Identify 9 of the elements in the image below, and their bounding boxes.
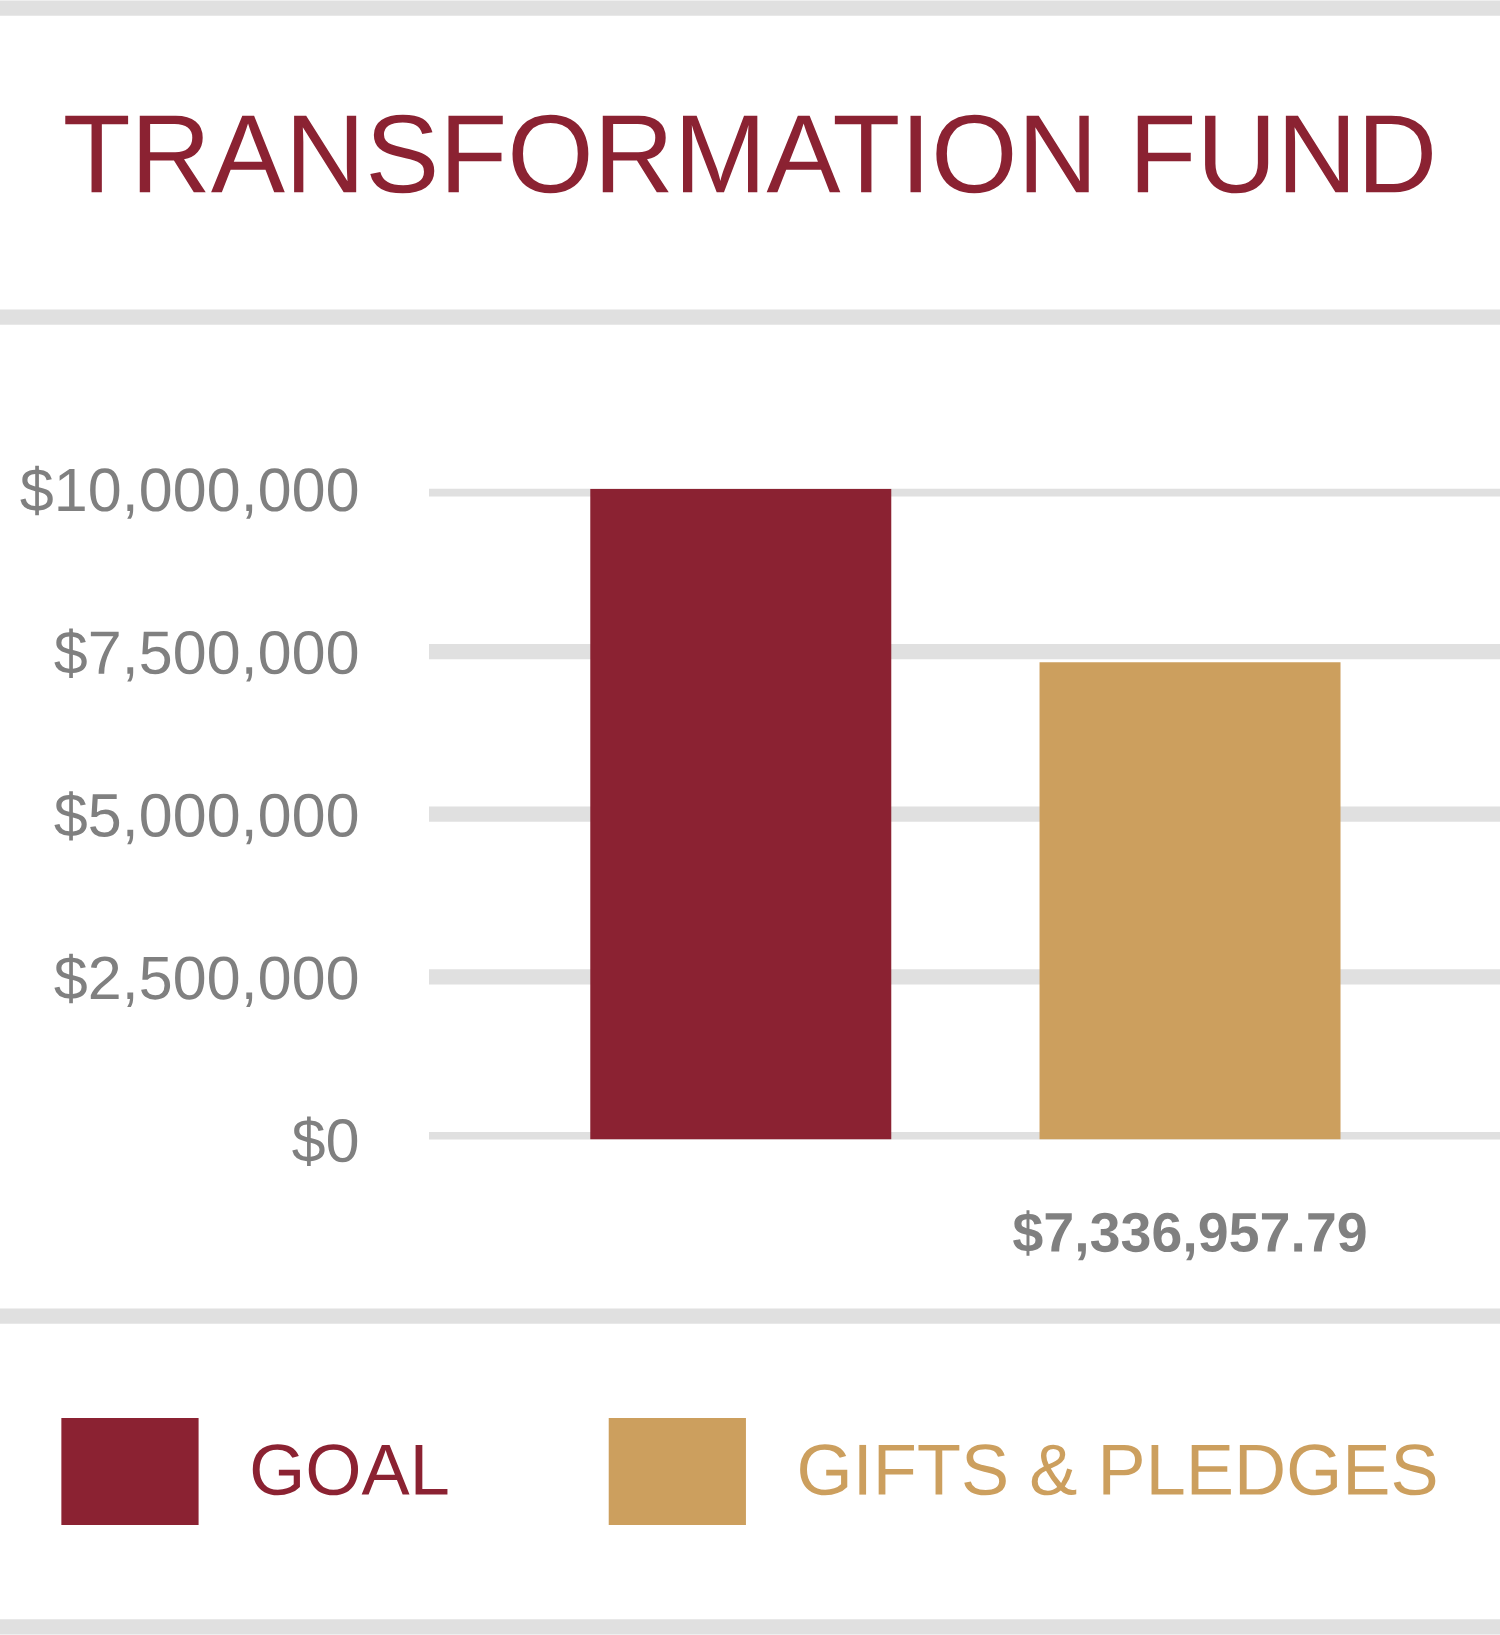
legend-label: GOAL — [252, 1444, 448, 1496]
y-tick-label: $5,000,000 — [54, 791, 358, 845]
data-label: $7,336,957.79 — [1013, 1210, 1366, 1261]
legend-label: GIFTS & PLEDGES — [800, 1444, 1436, 1496]
y-tick-label: $7,500,000 — [54, 628, 358, 682]
y-tick-label: $0 — [292, 1116, 358, 1166]
y-tick-label: $2,500,000 — [54, 953, 358, 1007]
chart-title: TRANSFORMATION FUND — [65, 114, 1432, 194]
y-tick-label: $10,000,000 — [20, 465, 358, 519]
